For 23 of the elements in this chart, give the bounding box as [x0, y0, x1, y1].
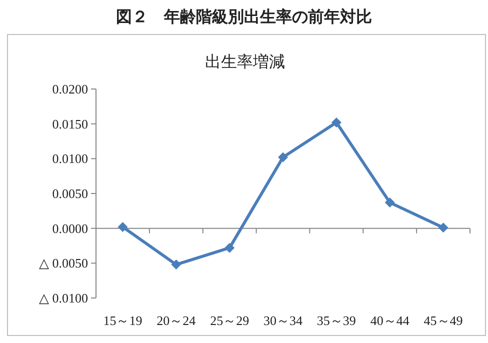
point: [118, 222, 128, 232]
point: [384, 198, 395, 208]
y-tick-label: 0.0200: [52, 82, 88, 96]
point: [438, 222, 448, 233]
y-tick-label: △ 0.0050: [39, 256, 88, 271]
chart-title: 出生率増減: [205, 52, 285, 71]
x-tick-label: 35～39: [316, 313, 356, 328]
x-tick-label: 45～49: [424, 313, 463, 328]
y-tick-label: △ 0.0100: [39, 290, 88, 306]
x-tick-label: 15～19: [103, 313, 142, 328]
y-tick-label: 0.0050: [52, 186, 88, 201]
y-tick-label: 0.0150: [52, 116, 88, 132]
point: [224, 242, 235, 253]
point: [278, 152, 288, 162]
point: [331, 117, 342, 128]
x-tick-label: 40～44: [370, 313, 410, 328]
point: [171, 260, 182, 270]
x-tick-label: 30～34: [264, 313, 303, 328]
x-tick-label: 25～29: [210, 313, 250, 328]
y-tick-label: 0.0000: [52, 220, 88, 236]
x-tick-label: 20～24: [156, 313, 196, 328]
caption: 図２ 年齢階級別出生率の前年対比: [116, 7, 372, 26]
y-tick-label: 0.0100: [52, 151, 88, 166]
